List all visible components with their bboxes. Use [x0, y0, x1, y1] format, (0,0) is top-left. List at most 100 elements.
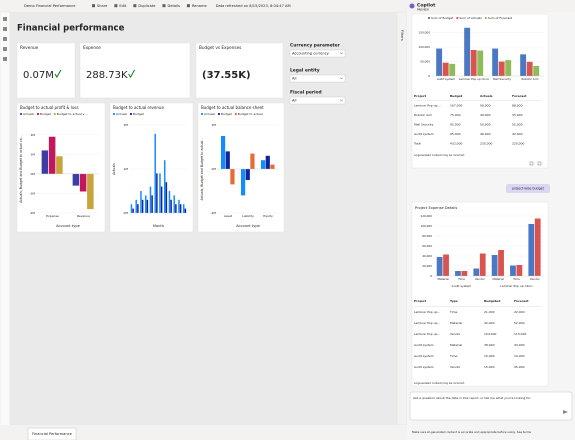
y-tick-label: 0M [31, 172, 36, 176]
response-card [411, 13, 549, 169]
tab-bar [0, 425, 407, 440]
bar [533, 65, 540, 76]
table-cell: Total [413, 142, 421, 146]
action-icon [186, 4, 190, 8]
chevron [339, 99, 344, 102]
kpi-label: Revenue [20, 45, 39, 50]
toolbar-action[interactable]: Share [97, 4, 108, 8]
bar [498, 61, 505, 76]
legend-marker [200, 112, 204, 116]
y-tick-label: 1M [31, 152, 36, 156]
bar [160, 186, 163, 213]
bar [261, 160, 266, 169]
bar [528, 224, 535, 276]
nav-icon[interactable] [3, 27, 7, 31]
feedback-icon[interactable] [537, 161, 542, 166]
report-title: Financial performance [17, 24, 125, 34]
disclaimer: AI-generated content may be incorrect [414, 381, 464, 385]
bar [178, 199, 180, 213]
x-tick-label: Vendor [475, 277, 486, 281]
table-cell: 88,000 [512, 104, 523, 108]
y-tick-label: -2M [210, 211, 216, 215]
nav-icon[interactable] [3, 37, 7, 41]
legend-marker [112, 112, 116, 116]
page-tab-label[interactable]: Financial Performance [32, 432, 72, 436]
toolbar-action[interactable]: Edit [119, 4, 127, 8]
chart-title: Project Expense Details [415, 206, 457, 210]
bar [159, 173, 161, 213]
nav-icon[interactable] [3, 57, 7, 61]
send-icon[interactable] [563, 410, 568, 414]
legend-marker [484, 16, 487, 20]
action-icon [92, 4, 95, 8]
table-cell: Laminar Pop up... [414, 332, 440, 336]
filters-pane[interactable] [396, 11, 408, 426]
y-tick-label: 0 [428, 74, 430, 78]
copilot-title: Copilot [417, 3, 436, 9]
bar [130, 204, 133, 213]
x-tick-label: Liability [242, 214, 254, 218]
bar [230, 169, 235, 185]
table-cell: 43,000 [514, 343, 525, 347]
slicer-dropdown[interactable] [289, 49, 346, 58]
table-cell: 167,000 [450, 104, 462, 108]
table-cell: 95,000 [450, 132, 461, 136]
slicer-label: Legal entity [290, 68, 320, 74]
slicer-label: Currency parameter [290, 43, 341, 49]
table-cell: Audit system [414, 354, 434, 358]
table-cell: Time [449, 310, 457, 314]
feedback-icon[interactable] [529, 161, 534, 166]
bar [87, 173, 94, 210]
kpi-card [16, 42, 76, 99]
bar [265, 155, 270, 169]
bar [154, 133, 156, 213]
nav-icon[interactable] [3, 47, 7, 51]
toolbar-action[interactable]: Duplicate [138, 4, 156, 8]
bar [146, 199, 149, 213]
bar [173, 195, 175, 213]
y-tick-label: 120,000 [420, 214, 432, 218]
legend-marker [53, 112, 56, 116]
legend-marker [234, 112, 237, 116]
table-cell: Audit system [414, 365, 434, 369]
terms-link[interactable]: See terms [517, 430, 532, 434]
nav-icons [3, 17, 7, 61]
kpi-value: (37.55K) [202, 70, 251, 81]
slicer-dropdown[interactable] [289, 96, 346, 105]
check-icon [128, 69, 135, 78]
nav-icon[interactable] [3, 17, 7, 21]
legend-label: Actuals [116, 112, 127, 116]
slicer-dropdown[interactable] [289, 74, 346, 83]
table-cell: 75,000 [450, 113, 461, 117]
page-tab[interactable] [27, 427, 77, 440]
bar [179, 204, 182, 213]
bar [455, 271, 461, 276]
toolbar-action[interactable]: Details [167, 4, 180, 8]
table-cell: Vendor [450, 365, 461, 369]
filters-label[interactable]: Filters [400, 30, 404, 41]
x-tick-label: Asset [224, 214, 233, 218]
bar [182, 204, 185, 213]
y-tick-label: 20,000 [422, 264, 432, 268]
bar [225, 151, 230, 169]
table-cell: 55,000 [512, 123, 523, 127]
bar [442, 62, 449, 76]
table-cell: 42,000 [484, 321, 495, 325]
table-cell: 90,000 [480, 104, 491, 108]
table-cell: 15,000 [484, 365, 495, 369]
legend-label: Budget to actual [238, 112, 263, 116]
kpi-card [79, 42, 191, 99]
legend-label: Actuals [204, 112, 215, 116]
slicer-value: All [292, 77, 296, 81]
toolbar-action[interactable]: Rename [192, 4, 208, 8]
bar [498, 250, 504, 276]
bar [72, 173, 80, 186]
bar [436, 257, 443, 276]
refresh-status: Data refreshed on 8/15/2023, 8:04:47 AM [216, 4, 291, 8]
bar [48, 136, 56, 174]
bar [221, 136, 226, 169]
x-tick-label: Material [492, 277, 504, 281]
bar [175, 204, 177, 213]
question-input[interactable] [409, 391, 573, 421]
table-cell: 50,000 [480, 123, 491, 127]
